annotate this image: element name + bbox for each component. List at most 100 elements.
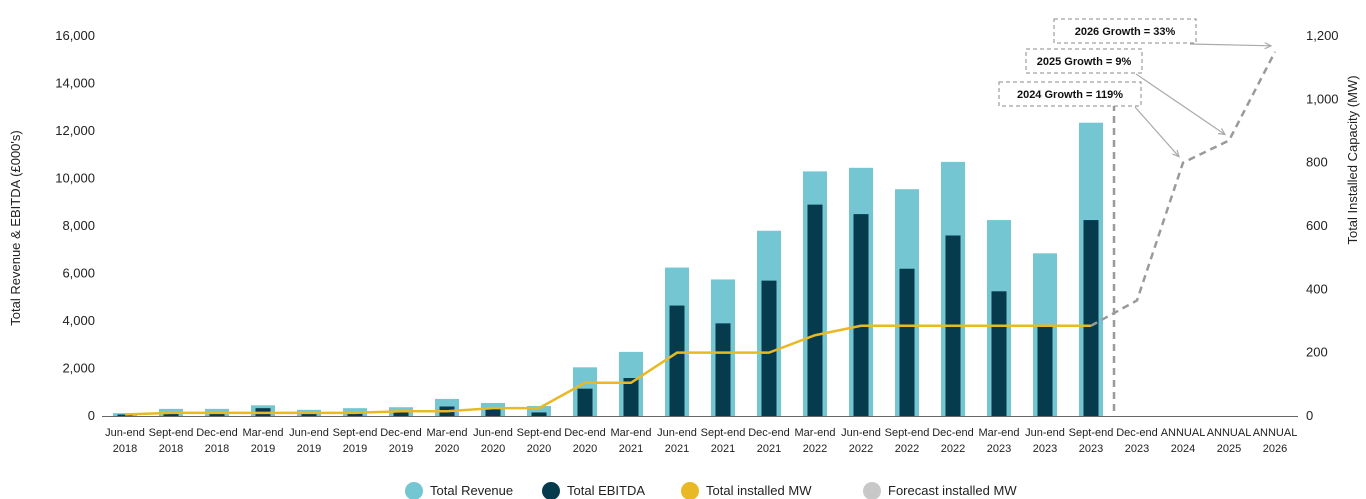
x-tick-label-year: 2022 <box>941 443 965 455</box>
forecast-mw-line <box>1090 51 1277 327</box>
y-tick-label-right: 1,000 <box>1306 91 1339 106</box>
x-tick-label: Jun-end <box>657 427 697 439</box>
annotation-box <box>1053 18 1197 44</box>
ebitda-bar <box>991 291 1007 416</box>
legend-swatch <box>681 482 699 499</box>
bar-layer <box>113 122 1103 416</box>
x-tick-label-year: 2021 <box>619 443 643 455</box>
ebitda-bar <box>1083 220 1099 416</box>
x-tick-label: Sept-end <box>333 427 378 439</box>
x-tick-label: Mar-end <box>611 427 652 439</box>
x-tick-label-year: 2022 <box>849 443 873 455</box>
x-tick-label-year: 2018 <box>159 443 183 455</box>
y-tick-label-right: 600 <box>1306 218 1328 233</box>
annotation-text: 2025 Growth = 9% <box>1037 56 1132 68</box>
x-tick-label-year: 2020 <box>527 443 551 455</box>
annotation-layer: 2024 Growth = 119% 2025 Growth = 9% 2026 G… <box>998 18 1273 158</box>
y-tick-label-left: 6,000 <box>62 266 95 281</box>
annotation-box <box>998 81 1142 107</box>
x-tick-label: Dec-end <box>932 427 974 439</box>
y-axis-label-right: Total Installed Capacity (MW) <box>1345 75 1360 244</box>
ebitda-bar <box>807 204 823 416</box>
ebitda-bar <box>393 411 409 416</box>
y-tick-label-left: 8,000 <box>62 218 95 233</box>
x-tick-label-year: 2020 <box>573 443 597 455</box>
x-tick-label-year: 2023 <box>1125 443 1149 455</box>
ebitda-bar <box>347 412 363 416</box>
ebitda-bar <box>485 408 501 416</box>
x-tick-label: Dec-end <box>564 427 606 439</box>
annotation-arrowhead <box>1172 149 1180 158</box>
ebitda-bar <box>899 268 915 416</box>
x-tick-label: Mar-end <box>243 427 284 439</box>
ebitda-bar <box>853 214 869 416</box>
ebitda-bar <box>209 412 225 416</box>
y-tick-label-left: 2,000 <box>62 361 95 376</box>
annotation-arrowhead <box>1217 128 1227 136</box>
annotation-arrow <box>1189 43 1272 47</box>
y-tick-label-left: 10,000 <box>55 171 95 186</box>
x-tick-label-year: 2021 <box>711 443 735 455</box>
annotation-box <box>1025 48 1143 74</box>
y-tick-label-left: 4,000 <box>62 313 95 328</box>
annotation-text: 2024 Growth = 119% <box>1017 89 1123 101</box>
y-tick-label-right: 200 <box>1306 345 1328 360</box>
x-tick-label: Mar-end <box>979 427 1020 439</box>
x-tick-label-year: 2026 <box>1263 443 1287 455</box>
x-tick-label-year: 2025 <box>1217 443 1241 455</box>
x-tick-label: Jun-end <box>1025 427 1065 439</box>
x-tick-label: Jun-end <box>841 427 881 439</box>
ebitda-bar <box>669 305 685 416</box>
x-tick-label: Dec-end <box>380 427 422 439</box>
x-tick-label-year: 2019 <box>389 443 413 455</box>
x-tick-label-year: 2024 <box>1171 443 1195 455</box>
x-tick-label: ANNUAL <box>1207 427 1252 439</box>
x-tick-label-year: 2021 <box>757 443 781 455</box>
x-tick-label-year: 2019 <box>251 443 275 455</box>
x-tick-label-year: 2019 <box>297 443 321 455</box>
x-tick-label: Sept-end <box>885 427 930 439</box>
x-tick-label-year: 2023 <box>1033 443 1057 455</box>
annotation-arrow <box>1134 106 1180 158</box>
x-tick-label-year: 2019 <box>343 443 367 455</box>
x-tick-label: Jun-end <box>289 427 329 439</box>
x-tick-label-year: 2022 <box>895 443 919 455</box>
y-tick-label-right: 800 <box>1306 155 1328 170</box>
ebitda-bar <box>531 412 547 416</box>
legend-swatch <box>542 482 560 499</box>
ebitda-bar <box>715 323 731 416</box>
x-tick-label: Dec-end <box>748 427 790 439</box>
annotation-arrowhead <box>1264 42 1273 50</box>
y-tick-label-right: 400 <box>1306 281 1328 296</box>
ebitda-bar <box>577 388 593 416</box>
x-tick-label: ANNUAL <box>1253 427 1298 439</box>
legend: Total Revenue Total EBITDA Total installed… <box>405 482 1017 499</box>
line-layer <box>124 51 1277 416</box>
annotation-arrow <box>1135 73 1226 135</box>
y-tick-label-right: 1,200 <box>1306 28 1339 43</box>
ebitda-bar <box>623 378 639 416</box>
x-tick-label-year: 2023 <box>1079 443 1103 455</box>
y-tick-label-left: 16,000 <box>55 28 95 43</box>
ebitda-bar <box>301 413 317 416</box>
legend-label: Total installed MW <box>706 483 812 498</box>
ebitda-bar <box>163 412 179 416</box>
legend-label: Forecast installed MW <box>888 483 1017 498</box>
x-tick-label-year: 2021 <box>665 443 689 455</box>
legend-swatch <box>863 482 881 499</box>
x-tick-label: Mar-end <box>427 427 468 439</box>
x-tick-label: Jun-end <box>105 427 145 439</box>
y-axis-label-left: Total Revenue & EBITDA (£000's) <box>8 130 23 325</box>
x-tick-label: Dec-end <box>196 427 238 439</box>
legend-swatch <box>405 482 423 499</box>
x-tick-label: Dec-end <box>1116 427 1158 439</box>
axes-layer: 0 2,000 4,000 6,000 8,000 10,000 12,000 14,000 1… <box>55 28 1338 455</box>
y-tick-label-right: 0 <box>1306 408 1313 423</box>
legend-label: Total EBITDA <box>567 483 645 498</box>
x-tick-label: Sept-end <box>701 427 746 439</box>
x-tick-label-year: 2018 <box>205 443 229 455</box>
ebitda-bar <box>1037 325 1053 416</box>
x-tick-label: Sept-end <box>517 427 562 439</box>
x-tick-label-year: 2023 <box>987 443 1011 455</box>
